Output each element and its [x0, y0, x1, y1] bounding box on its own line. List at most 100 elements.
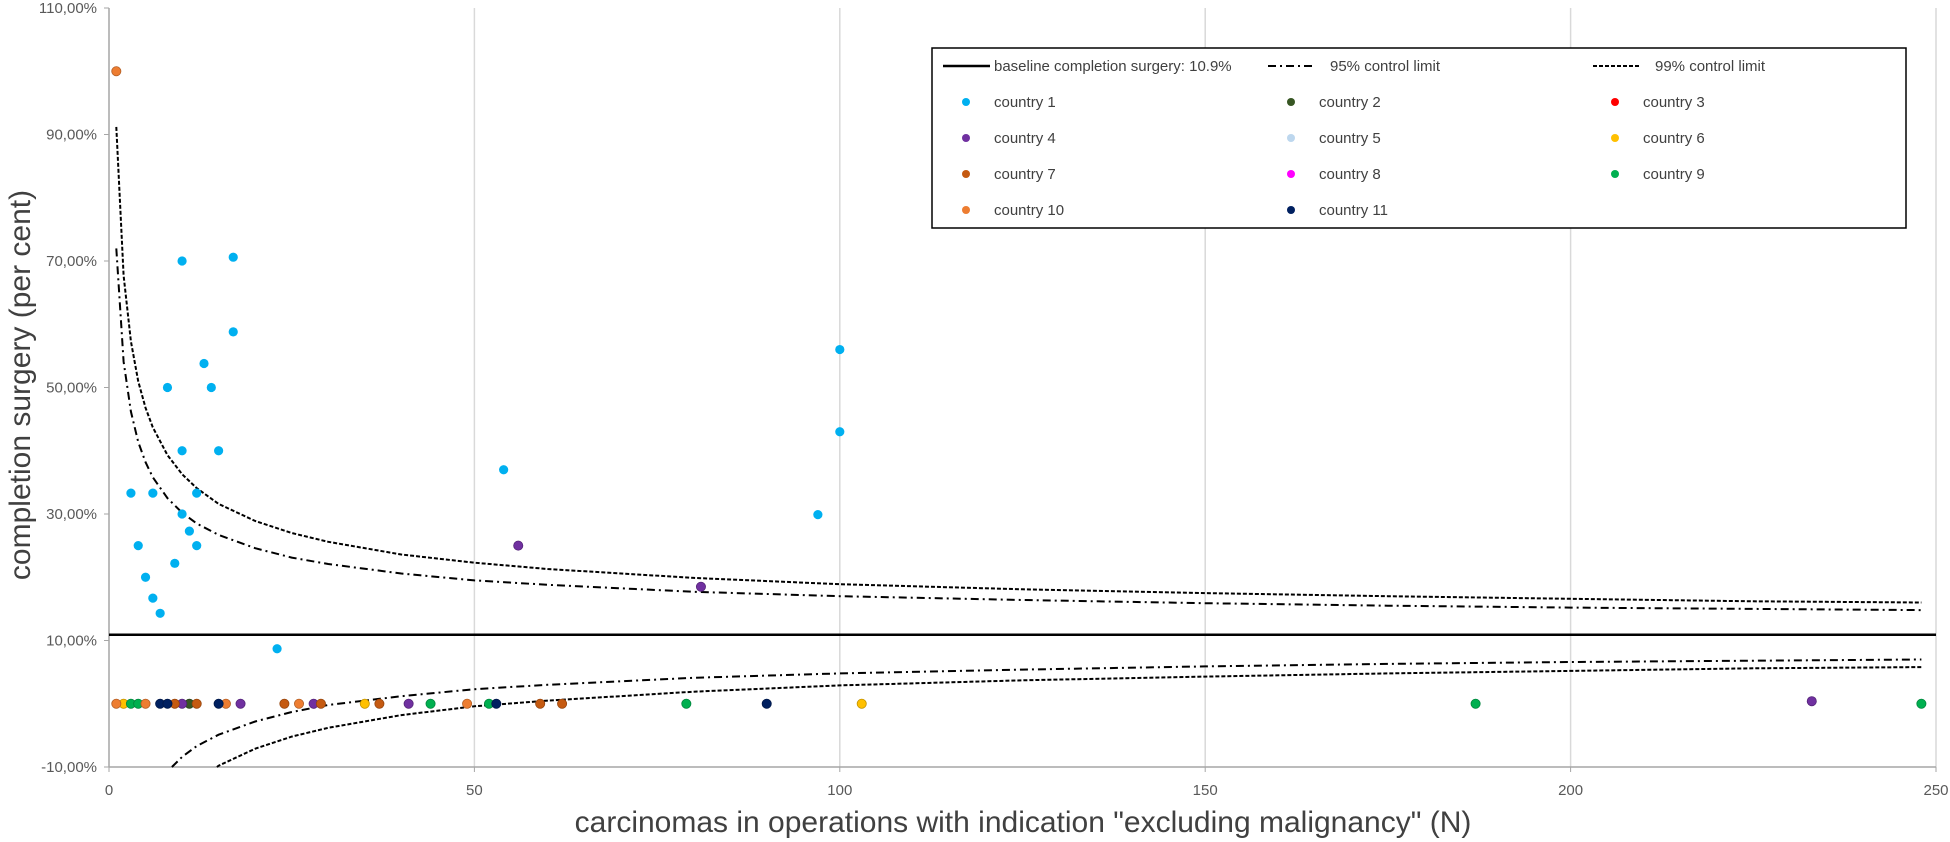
data-point-country-4	[513, 540, 524, 551]
data-point-country-7	[279, 698, 290, 709]
data-point-country-7	[315, 698, 326, 709]
data-point-country-4	[235, 698, 246, 709]
data-point-country-1	[148, 488, 158, 498]
data-point-country-1	[170, 558, 180, 568]
data-point-country-1	[177, 509, 187, 519]
data-point-country-4	[1806, 696, 1817, 707]
data-point-country-1	[499, 465, 509, 475]
data-point-country-1	[177, 256, 187, 266]
legend: baseline completion surgery: 10.9% 95% c…	[931, 47, 1907, 229]
reference-lines	[109, 126, 1936, 768]
data-point-country-11	[162, 698, 173, 709]
data-point-country-1	[228, 327, 238, 337]
y-axis-title: completion surgery (per cent)	[4, 190, 37, 580]
data-point-country-9	[681, 698, 692, 709]
legend-label-country-11: country 11	[1319, 202, 1388, 219]
data-point-country-10	[140, 698, 151, 709]
data-point-country-7	[191, 698, 202, 709]
data-point-country-1	[140, 572, 151, 582]
x-axis-title: carcinomas in operations with indication…	[575, 806, 1472, 839]
legend-marker-country-10	[962, 206, 970, 214]
data-point-country-1	[214, 446, 224, 456]
legend-label-country-3: country 3	[1643, 94, 1705, 111]
99-control-limit-upper	[115, 126, 1922, 604]
legend-marker-country-9	[1611, 170, 1619, 178]
data-point-country-1	[272, 644, 282, 654]
data-point-country-1	[126, 488, 136, 498]
95-control-limit-upper	[115, 248, 1922, 612]
data-point-country-11	[491, 698, 502, 709]
data-point-country-11	[213, 698, 224, 709]
x-tick-label: 50	[466, 782, 483, 799]
data-point-country-10	[111, 66, 122, 77]
99-control-limit-lower	[216, 666, 1922, 768]
data-point-country-10	[111, 698, 122, 709]
legend-marker-country-11	[1287, 206, 1295, 214]
data-point-country-7	[535, 698, 546, 709]
data-point-country-7	[557, 698, 568, 709]
data-point-country-10	[462, 698, 473, 709]
data-point-country-1	[813, 510, 823, 520]
y-tick-label: 10,00%	[46, 633, 97, 650]
y-tick-label: 110,00%	[39, 0, 97, 17]
data-point-country-4	[403, 698, 414, 709]
data-point-country-1	[184, 526, 194, 536]
x-tick-label: 150	[1193, 782, 1218, 799]
data-point-country-9	[425, 698, 436, 709]
y-tick-label: -10,00%	[41, 759, 97, 776]
legend-label-country-10: country 10	[994, 202, 1064, 219]
x-tick-label: 250	[1923, 782, 1948, 799]
legend-label-country-4: country 4	[994, 130, 1056, 147]
x-tick-label: 200	[1558, 782, 1583, 799]
legend-label-country-2: country 2	[1319, 94, 1381, 111]
legend-label-country-1: country 1	[994, 94, 1056, 111]
legend-marker-country-5	[1287, 134, 1295, 142]
axes	[104, 7, 1937, 772]
data-point-country-9	[1916, 698, 1927, 709]
legend-marker-country-3	[1611, 98, 1619, 106]
y-tick-label: 30,00%	[46, 506, 97, 523]
legend-label-country-7: country 7	[994, 166, 1056, 183]
y-tick-label: 70,00%	[46, 253, 97, 270]
data-point-country-1	[192, 541, 202, 551]
data-point-country-11	[761, 698, 772, 709]
data-point-country-1	[206, 382, 216, 393]
data-point-country-7	[374, 698, 385, 709]
data-point-country-10	[294, 698, 305, 709]
legend-label-country-6: country 6	[1643, 130, 1705, 147]
data-point-country-9	[1470, 698, 1481, 709]
legend-marker-country-4	[962, 134, 970, 142]
x-tick-labels: 0 50 100 150 200 250	[105, 782, 1949, 799]
legend-baseline-label: baseline completion surgery: 10.9%	[994, 58, 1232, 75]
data-point-country-1	[192, 488, 202, 498]
data-point-country-6	[856, 698, 867, 709]
data-point-country-1	[835, 427, 845, 437]
legend-99-label: 99% control limit	[1655, 58, 1766, 75]
x-tick-label: 100	[827, 782, 852, 799]
legend-95-label: 95% control limit	[1330, 58, 1441, 75]
data-point-country-4	[695, 581, 706, 592]
y-tick-label: 90,00%	[46, 127, 97, 144]
data-point-country-1	[177, 446, 187, 456]
data-point-country-1	[228, 252, 238, 262]
95-control-limit-lower	[171, 658, 1922, 768]
data-points	[111, 66, 1927, 709]
legend-marker-country-7	[962, 170, 970, 178]
data-point-country-6	[359, 698, 370, 709]
legend-marker-country-1	[962, 98, 970, 106]
data-point-country-1	[199, 358, 209, 369]
legend-label-country-8: country 8	[1319, 166, 1381, 183]
y-tick-label: 50,00%	[46, 380, 97, 397]
data-point-country-1	[133, 541, 143, 551]
legend-label-country-9: country 9	[1643, 166, 1705, 183]
legend-marker-country-6	[1611, 134, 1619, 142]
legend-marker-country-8	[1287, 170, 1295, 178]
data-point-country-1	[835, 344, 845, 355]
data-point-country-1	[148, 593, 158, 603]
data-point-country-1	[155, 608, 165, 618]
legend-marker-country-2	[1287, 98, 1295, 106]
legend-box	[931, 47, 1907, 229]
x-tick-label: 0	[105, 782, 113, 799]
data-point-country-1	[162, 382, 173, 393]
